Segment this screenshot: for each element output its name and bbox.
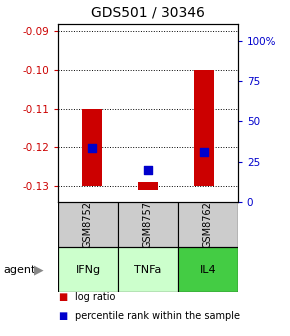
Text: GSM8752: GSM8752 bbox=[83, 201, 93, 248]
Text: percentile rank within the sample: percentile rank within the sample bbox=[75, 311, 240, 321]
FancyBboxPatch shape bbox=[58, 247, 118, 292]
Text: IFNg: IFNg bbox=[75, 265, 101, 275]
Bar bbox=[82, 109, 101, 186]
Point bbox=[146, 167, 150, 172]
Text: GSM8757: GSM8757 bbox=[143, 201, 153, 248]
Text: GSM8762: GSM8762 bbox=[203, 201, 213, 248]
Text: ▶: ▶ bbox=[34, 263, 44, 276]
Text: TNFa: TNFa bbox=[134, 265, 162, 275]
FancyBboxPatch shape bbox=[118, 247, 178, 292]
Point bbox=[202, 149, 206, 155]
FancyBboxPatch shape bbox=[178, 247, 238, 292]
FancyBboxPatch shape bbox=[58, 202, 118, 247]
Text: log ratio: log ratio bbox=[75, 292, 116, 302]
Text: agent: agent bbox=[3, 265, 35, 275]
FancyBboxPatch shape bbox=[178, 202, 238, 247]
Text: IL4: IL4 bbox=[200, 265, 216, 275]
Point bbox=[89, 145, 94, 151]
Text: ■: ■ bbox=[58, 292, 67, 302]
FancyBboxPatch shape bbox=[118, 202, 178, 247]
Text: ■: ■ bbox=[58, 311, 67, 321]
Bar bbox=[194, 70, 214, 186]
Title: GDS501 / 30346: GDS501 / 30346 bbox=[91, 6, 205, 19]
Bar bbox=[138, 182, 158, 190]
